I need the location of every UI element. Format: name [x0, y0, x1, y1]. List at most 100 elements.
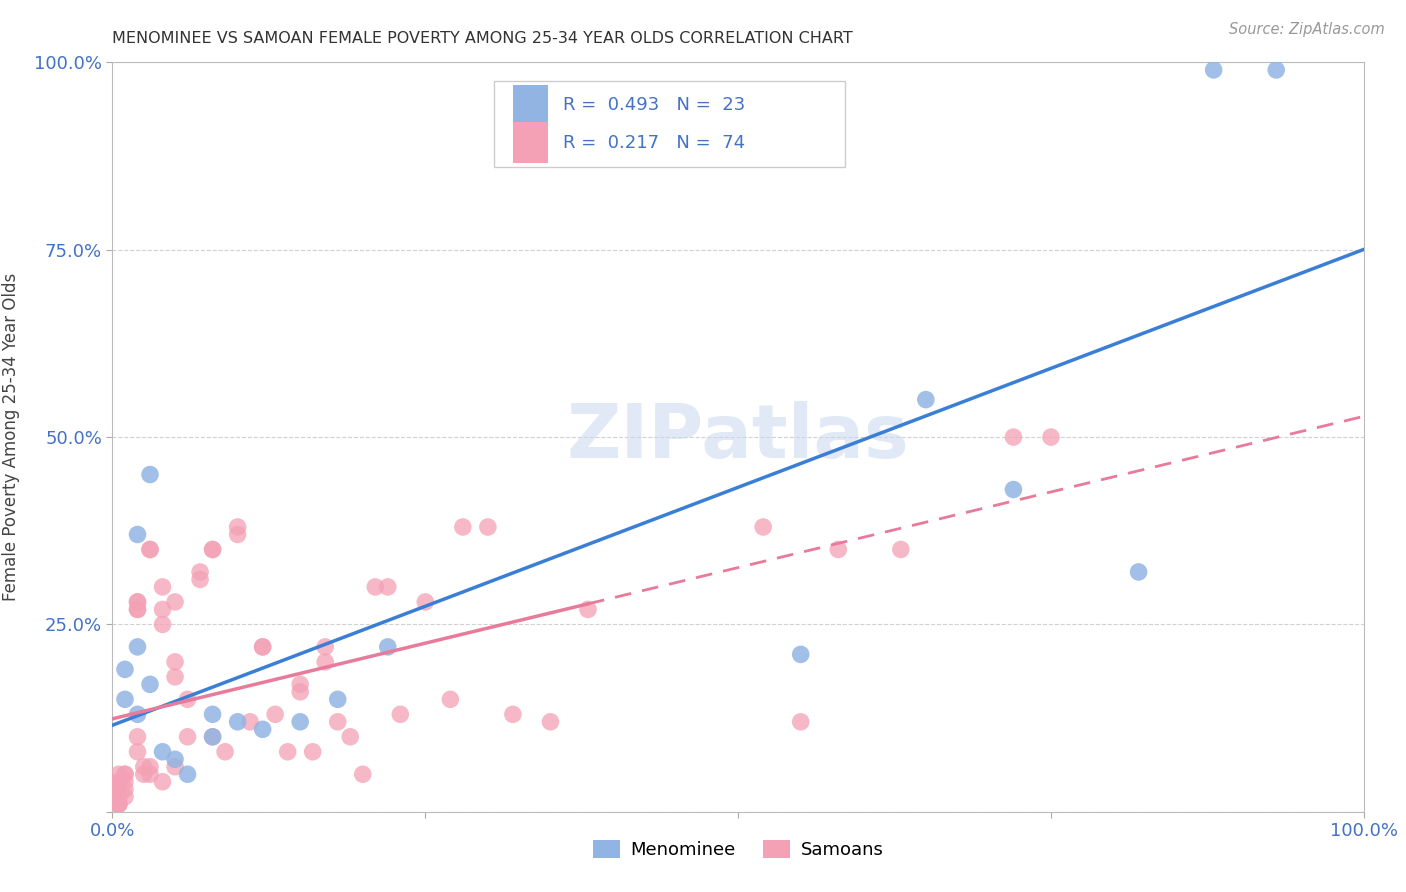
- Point: [301, 745, 323, 759]
- Point: [127, 595, 149, 609]
- Point: [114, 782, 136, 797]
- Point: [252, 723, 274, 737]
- FancyBboxPatch shape: [513, 122, 548, 163]
- Point: [139, 467, 162, 482]
- Point: [239, 714, 262, 729]
- Legend: Menominee, Samoans: Menominee, Samoans: [585, 832, 891, 866]
- Point: [132, 767, 155, 781]
- Point: [127, 595, 149, 609]
- Point: [107, 782, 129, 797]
- Point: [201, 707, 224, 722]
- Point: [127, 602, 149, 616]
- Point: [1002, 430, 1025, 444]
- Point: [389, 707, 412, 722]
- Point: [752, 520, 775, 534]
- Point: [132, 760, 155, 774]
- Point: [326, 714, 349, 729]
- Point: [214, 745, 236, 759]
- Point: [176, 767, 198, 781]
- Point: [1202, 62, 1225, 77]
- Point: [377, 640, 399, 654]
- Point: [290, 714, 312, 729]
- Point: [314, 640, 336, 654]
- Point: [201, 542, 224, 557]
- Point: [226, 520, 249, 534]
- FancyBboxPatch shape: [494, 81, 845, 168]
- Point: [152, 602, 174, 616]
- Point: [107, 789, 129, 804]
- Point: [827, 542, 849, 557]
- Point: [127, 602, 149, 616]
- Point: [107, 797, 129, 812]
- Point: [339, 730, 361, 744]
- Point: [538, 714, 561, 729]
- Point: [127, 745, 149, 759]
- Point: [326, 692, 349, 706]
- Point: [790, 648, 813, 662]
- Point: [163, 670, 186, 684]
- Point: [188, 565, 211, 579]
- Point: [1002, 483, 1025, 497]
- Point: [1039, 430, 1063, 444]
- Point: [163, 595, 186, 609]
- Point: [188, 573, 211, 587]
- Point: [107, 797, 129, 812]
- Point: [107, 767, 129, 781]
- Point: [176, 692, 198, 706]
- Point: [107, 774, 129, 789]
- Point: [576, 602, 599, 616]
- Point: [114, 767, 136, 781]
- Point: [201, 730, 224, 744]
- Point: [114, 767, 136, 781]
- Point: [107, 797, 129, 812]
- Point: [790, 714, 813, 729]
- Point: [163, 760, 186, 774]
- Point: [114, 774, 136, 789]
- Point: [107, 789, 129, 804]
- Point: [127, 640, 149, 654]
- Point: [890, 542, 912, 557]
- Text: ZIPatlas: ZIPatlas: [567, 401, 910, 474]
- Point: [502, 707, 524, 722]
- Text: R =  0.217   N =  74: R = 0.217 N = 74: [562, 134, 745, 152]
- Point: [139, 677, 162, 691]
- Point: [139, 542, 162, 557]
- Point: [352, 767, 374, 781]
- Point: [439, 692, 461, 706]
- Point: [176, 730, 198, 744]
- Point: [114, 789, 136, 804]
- Point: [139, 767, 162, 781]
- Point: [152, 617, 174, 632]
- Point: [127, 707, 149, 722]
- Text: Source: ZipAtlas.com: Source: ZipAtlas.com: [1229, 22, 1385, 37]
- Point: [277, 745, 299, 759]
- Point: [364, 580, 387, 594]
- Y-axis label: Female Poverty Among 25-34 Year Olds: Female Poverty Among 25-34 Year Olds: [3, 273, 20, 601]
- Point: [152, 774, 174, 789]
- Text: MENOMINEE VS SAMOAN FEMALE POVERTY AMONG 25-34 YEAR OLDS CORRELATION CHART: MENOMINEE VS SAMOAN FEMALE POVERTY AMONG…: [112, 31, 853, 46]
- Point: [163, 752, 186, 766]
- Point: [451, 520, 474, 534]
- Point: [290, 677, 312, 691]
- Point: [201, 542, 224, 557]
- Point: [226, 714, 249, 729]
- Point: [226, 527, 249, 541]
- Point: [127, 730, 149, 744]
- Point: [163, 655, 186, 669]
- Point: [152, 580, 174, 594]
- Point: [139, 760, 162, 774]
- Point: [201, 730, 224, 744]
- Point: [290, 685, 312, 699]
- Point: [107, 774, 129, 789]
- Point: [264, 707, 287, 722]
- Point: [1265, 62, 1288, 77]
- Text: R =  0.493   N =  23: R = 0.493 N = 23: [562, 96, 745, 114]
- Point: [377, 580, 399, 594]
- Point: [314, 655, 336, 669]
- Point: [252, 640, 274, 654]
- FancyBboxPatch shape: [513, 85, 548, 126]
- Point: [252, 640, 274, 654]
- Point: [152, 745, 174, 759]
- Point: [139, 542, 162, 557]
- Point: [1128, 565, 1150, 579]
